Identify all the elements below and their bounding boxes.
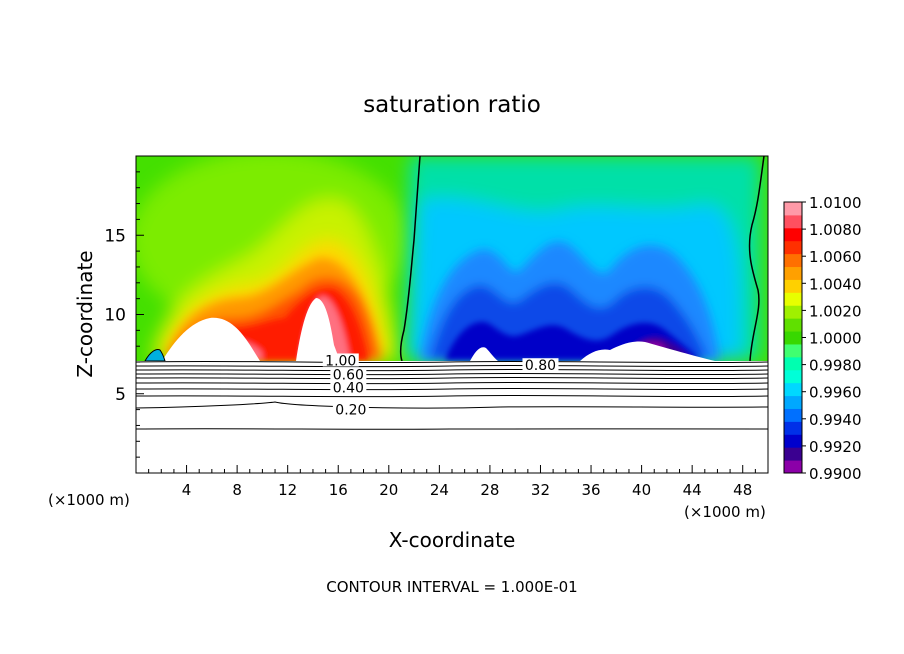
heatmap-field: [136, 156, 768, 361]
x-tick-label: 36: [581, 481, 600, 499]
y-tick-label: 5: [115, 385, 126, 405]
colorbar-swatch: [784, 214, 802, 229]
contour-label-bg: [522, 358, 559, 372]
colorbar-label: 0.9980: [809, 357, 862, 375]
x-tick-label: 4: [182, 481, 192, 499]
colorbar: [783, 201, 803, 474]
colorbar-swatch: [784, 460, 802, 474]
contour-label-bg: [322, 353, 359, 367]
colorbar-swatch: [784, 266, 802, 280]
colorbar-swatch: [784, 421, 802, 435]
colorbar-swatch: [784, 305, 802, 319]
contour-label: 0.60: [333, 368, 364, 384]
colorbar-swatch: [784, 279, 802, 293]
contour-label: 0.80: [525, 358, 556, 374]
x-unit-label-right: (×1000 m): [684, 503, 766, 521]
y-tick-label: 10: [104, 306, 126, 326]
x-tick-label: 20: [379, 481, 398, 499]
x-tick-label: 48: [733, 481, 752, 499]
colorbar-label: 1.0040: [809, 275, 862, 293]
x-tick-label: 8: [232, 481, 242, 499]
x-axis-title: X-coordinate: [389, 528, 516, 552]
colorbar-label: 0.9900: [809, 465, 862, 483]
contour-lines: [136, 360, 768, 430]
colorbar-swatch: [784, 382, 802, 397]
colorbar-swatch: [784, 395, 802, 409]
chart-title: saturation ratio: [363, 92, 541, 118]
x-axis: 4 8 12 16 20 24 28 32 36 40 44 48: [148, 465, 756, 499]
y-axis: 5 10 15: [104, 171, 144, 458]
colorbar-swatch: [784, 447, 802, 461]
contour-label: 0.20: [335, 403, 366, 419]
colorbar-label: 1.0100: [809, 194, 862, 212]
colorbar-swatch: [784, 408, 802, 422]
colorbar-swatch: [784, 292, 802, 306]
colorbar-labels: 1.0100 1.0080 1.0060 1.0040 1.0020 1.0000 0.99…: [802, 194, 862, 483]
x-unit-label: (×1000 m): [48, 491, 130, 509]
colorbar-swatch: [784, 253, 802, 268]
x-tick-label: 16: [329, 481, 348, 499]
x-tick-label: 40: [632, 481, 651, 499]
colorbar-label: 0.9920: [809, 438, 862, 456]
y-tick-label: 15: [104, 226, 126, 246]
x-tick-label: 32: [531, 481, 550, 499]
colorbar-swatch: [784, 202, 802, 216]
colorbar-label: 1.0080: [809, 221, 862, 239]
contour-label-bg: [332, 402, 369, 416]
contour-label-bg: [330, 367, 367, 381]
colorbar-label: 0.9940: [809, 411, 862, 429]
x-tick-label: 12: [278, 481, 297, 499]
colorbar-label: 1.0020: [809, 302, 862, 320]
colorbar-swatch: [784, 227, 802, 242]
x-tick-label: 28: [480, 481, 499, 499]
x-tick-label: 24: [430, 481, 449, 499]
contour-label: 1.00: [325, 353, 356, 369]
colorbar-label: 1.0060: [809, 248, 862, 266]
colorbar-swatch: [784, 240, 802, 255]
contour-label-bg: [330, 380, 367, 394]
colorbar-swatch: [784, 343, 802, 358]
contour-label-group: 1.00 0.60 0.40 0.20 0.80: [322, 353, 559, 419]
colorbar-swatch: [784, 369, 802, 384]
y-axis-title: Z-coordinate: [73, 250, 97, 377]
colorbar-swatch: [784, 356, 802, 371]
colorbar-swatch: [784, 318, 802, 332]
contour-label: 0.40: [333, 380, 364, 396]
colorbar-swatch: [784, 434, 802, 448]
contour-interval-note: CONTOUR INTERVAL = 1.000E-01: [326, 578, 577, 596]
colorbar-label: 1.0000: [809, 330, 862, 348]
x-tick-label: 44: [683, 481, 702, 499]
colorbar-label: 0.9960: [809, 384, 862, 402]
colorbar-swatch: [784, 331, 802, 345]
